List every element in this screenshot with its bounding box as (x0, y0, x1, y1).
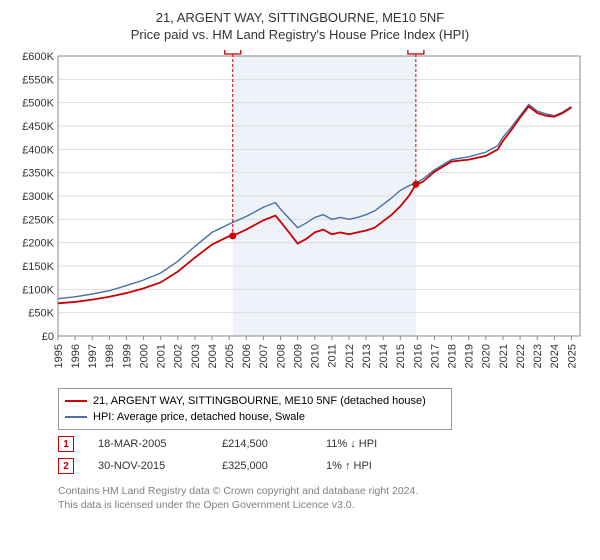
svg-text:£100K: £100K (22, 284, 54, 296)
legend-swatch-hpi (65, 416, 87, 418)
copyright-line1: Contains HM Land Registry data © Crown c… (58, 484, 590, 498)
legend-row-2: HPI: Average price, detached house, Swal… (65, 409, 445, 425)
svg-text:1998: 1998 (104, 344, 116, 368)
chart-svg: £0 £50K £100K £150K £200K £250K £300K £350K £400… (10, 50, 590, 380)
event-row-2: 2 30-NOV-2015 £325,000 1% ↑ HPI (58, 458, 590, 474)
svg-text:£50K: £50K (28, 308, 54, 320)
chart-title-block: 21, ARGENT WAY, SITTINGBOURNE, ME10 5NF … (10, 10, 590, 42)
event-marker-1: 1 (58, 436, 74, 452)
svg-text:2012: 2012 (344, 344, 356, 368)
svg-text:£400K: £400K (22, 144, 54, 156)
legend: 21, ARGENT WAY, SITTINGBOURNE, ME10 5NF … (58, 388, 452, 430)
svg-text:1995: 1995 (53, 344, 65, 368)
event-marker-2: 2 (58, 458, 74, 474)
svg-text:2025: 2025 (566, 344, 578, 368)
svg-text:£600K: £600K (22, 51, 54, 63)
svg-text:1996: 1996 (70, 344, 82, 368)
svg-text:2017: 2017 (429, 344, 441, 368)
svg-text:1997: 1997 (87, 344, 99, 368)
svg-text:2000: 2000 (138, 344, 150, 368)
svg-text:2023: 2023 (532, 344, 544, 368)
svg-text:2: 2 (413, 50, 419, 52)
svg-text:2024: 2024 (549, 344, 561, 368)
svg-text:£450K: £450K (22, 121, 54, 133)
svg-text:2018: 2018 (446, 344, 458, 368)
svg-text:2021: 2021 (498, 344, 510, 368)
event-price-2: £325,000 (222, 460, 302, 472)
event-row-1: 1 18-MAR-2005 £214,500 11% ↓ HPI (58, 436, 590, 452)
svg-text:2020: 2020 (481, 344, 493, 368)
event-delta-2: 1% ↑ HPI (326, 460, 372, 472)
svg-text:2022: 2022 (515, 344, 527, 368)
svg-text:2002: 2002 (173, 344, 185, 368)
svg-text:£500K: £500K (22, 98, 54, 110)
price-chart: £0 £50K £100K £150K £200K £250K £300K £350K £400… (10, 50, 590, 380)
svg-text:1: 1 (230, 50, 236, 52)
svg-text:£0: £0 (42, 331, 54, 343)
svg-text:£250K: £250K (22, 214, 54, 226)
svg-text:£550K: £550K (22, 74, 54, 86)
svg-text:2013: 2013 (361, 344, 373, 368)
copyright-line2: This data is licensed under the Open Gov… (58, 498, 590, 512)
svg-text:2001: 2001 (156, 344, 168, 368)
svg-text:2019: 2019 (464, 344, 476, 368)
svg-text:£200K: £200K (22, 238, 54, 250)
title-line2: Price paid vs. HM Land Registry's House … (10, 27, 590, 42)
svg-text:£350K: £350K (22, 168, 54, 180)
event-date-2: 30-NOV-2015 (98, 460, 198, 472)
svg-text:2004: 2004 (207, 344, 219, 368)
legend-swatch-price (65, 400, 87, 402)
svg-text:£300K: £300K (22, 191, 54, 203)
svg-text:£150K: £150K (22, 261, 54, 273)
svg-text:2008: 2008 (275, 344, 287, 368)
svg-text:2015: 2015 (395, 344, 407, 368)
svg-text:2010: 2010 (310, 344, 322, 368)
svg-text:2014: 2014 (378, 344, 390, 368)
svg-text:2003: 2003 (190, 344, 202, 368)
event-price-1: £214,500 (222, 438, 302, 450)
svg-text:1999: 1999 (121, 344, 133, 368)
svg-text:2009: 2009 (292, 344, 304, 368)
svg-text:2005: 2005 (224, 344, 236, 368)
event-delta-1: 11% ↓ HPI (326, 438, 377, 450)
svg-text:2016: 2016 (412, 344, 424, 368)
svg-text:2006: 2006 (241, 344, 253, 368)
legend-row-1: 21, ARGENT WAY, SITTINGBOURNE, ME10 5NF … (65, 393, 445, 409)
title-line1: 21, ARGENT WAY, SITTINGBOURNE, ME10 5NF (10, 10, 590, 25)
event-date-1: 18-MAR-2005 (98, 438, 198, 450)
svg-text:2011: 2011 (327, 344, 339, 368)
svg-text:2007: 2007 (258, 344, 270, 368)
legend-label-1: 21, ARGENT WAY, SITTINGBOURNE, ME10 5NF … (93, 395, 426, 407)
legend-label-2: HPI: Average price, detached house, Swal… (93, 411, 305, 423)
copyright: Contains HM Land Registry data © Crown c… (58, 484, 590, 512)
